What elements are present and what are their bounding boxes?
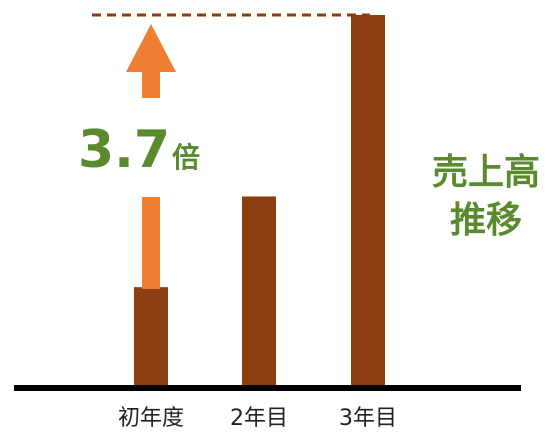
bar-1 [134,287,168,388]
side-title-line-1: 売上高 [432,152,540,193]
bar-3 [351,15,385,388]
category-label-2: 2年目 [230,406,288,431]
multiplier-unit: 倍 [172,141,200,174]
arrow-shaft-bottom [142,197,160,289]
arrow-head-icon [126,24,176,72]
category-labels-group: 初年度 2年目 3年目 [118,406,397,431]
multiplier-value: 3.7 [78,120,170,180]
arrow-shaft-top [142,72,160,98]
bars-group [134,15,385,388]
bar-2 [242,196,276,388]
side-title-line-2: 推移 [450,200,522,241]
growth-arrow-icon [126,24,176,289]
category-label-1: 初年度 [118,406,184,431]
category-label-3: 3年目 [339,406,397,431]
